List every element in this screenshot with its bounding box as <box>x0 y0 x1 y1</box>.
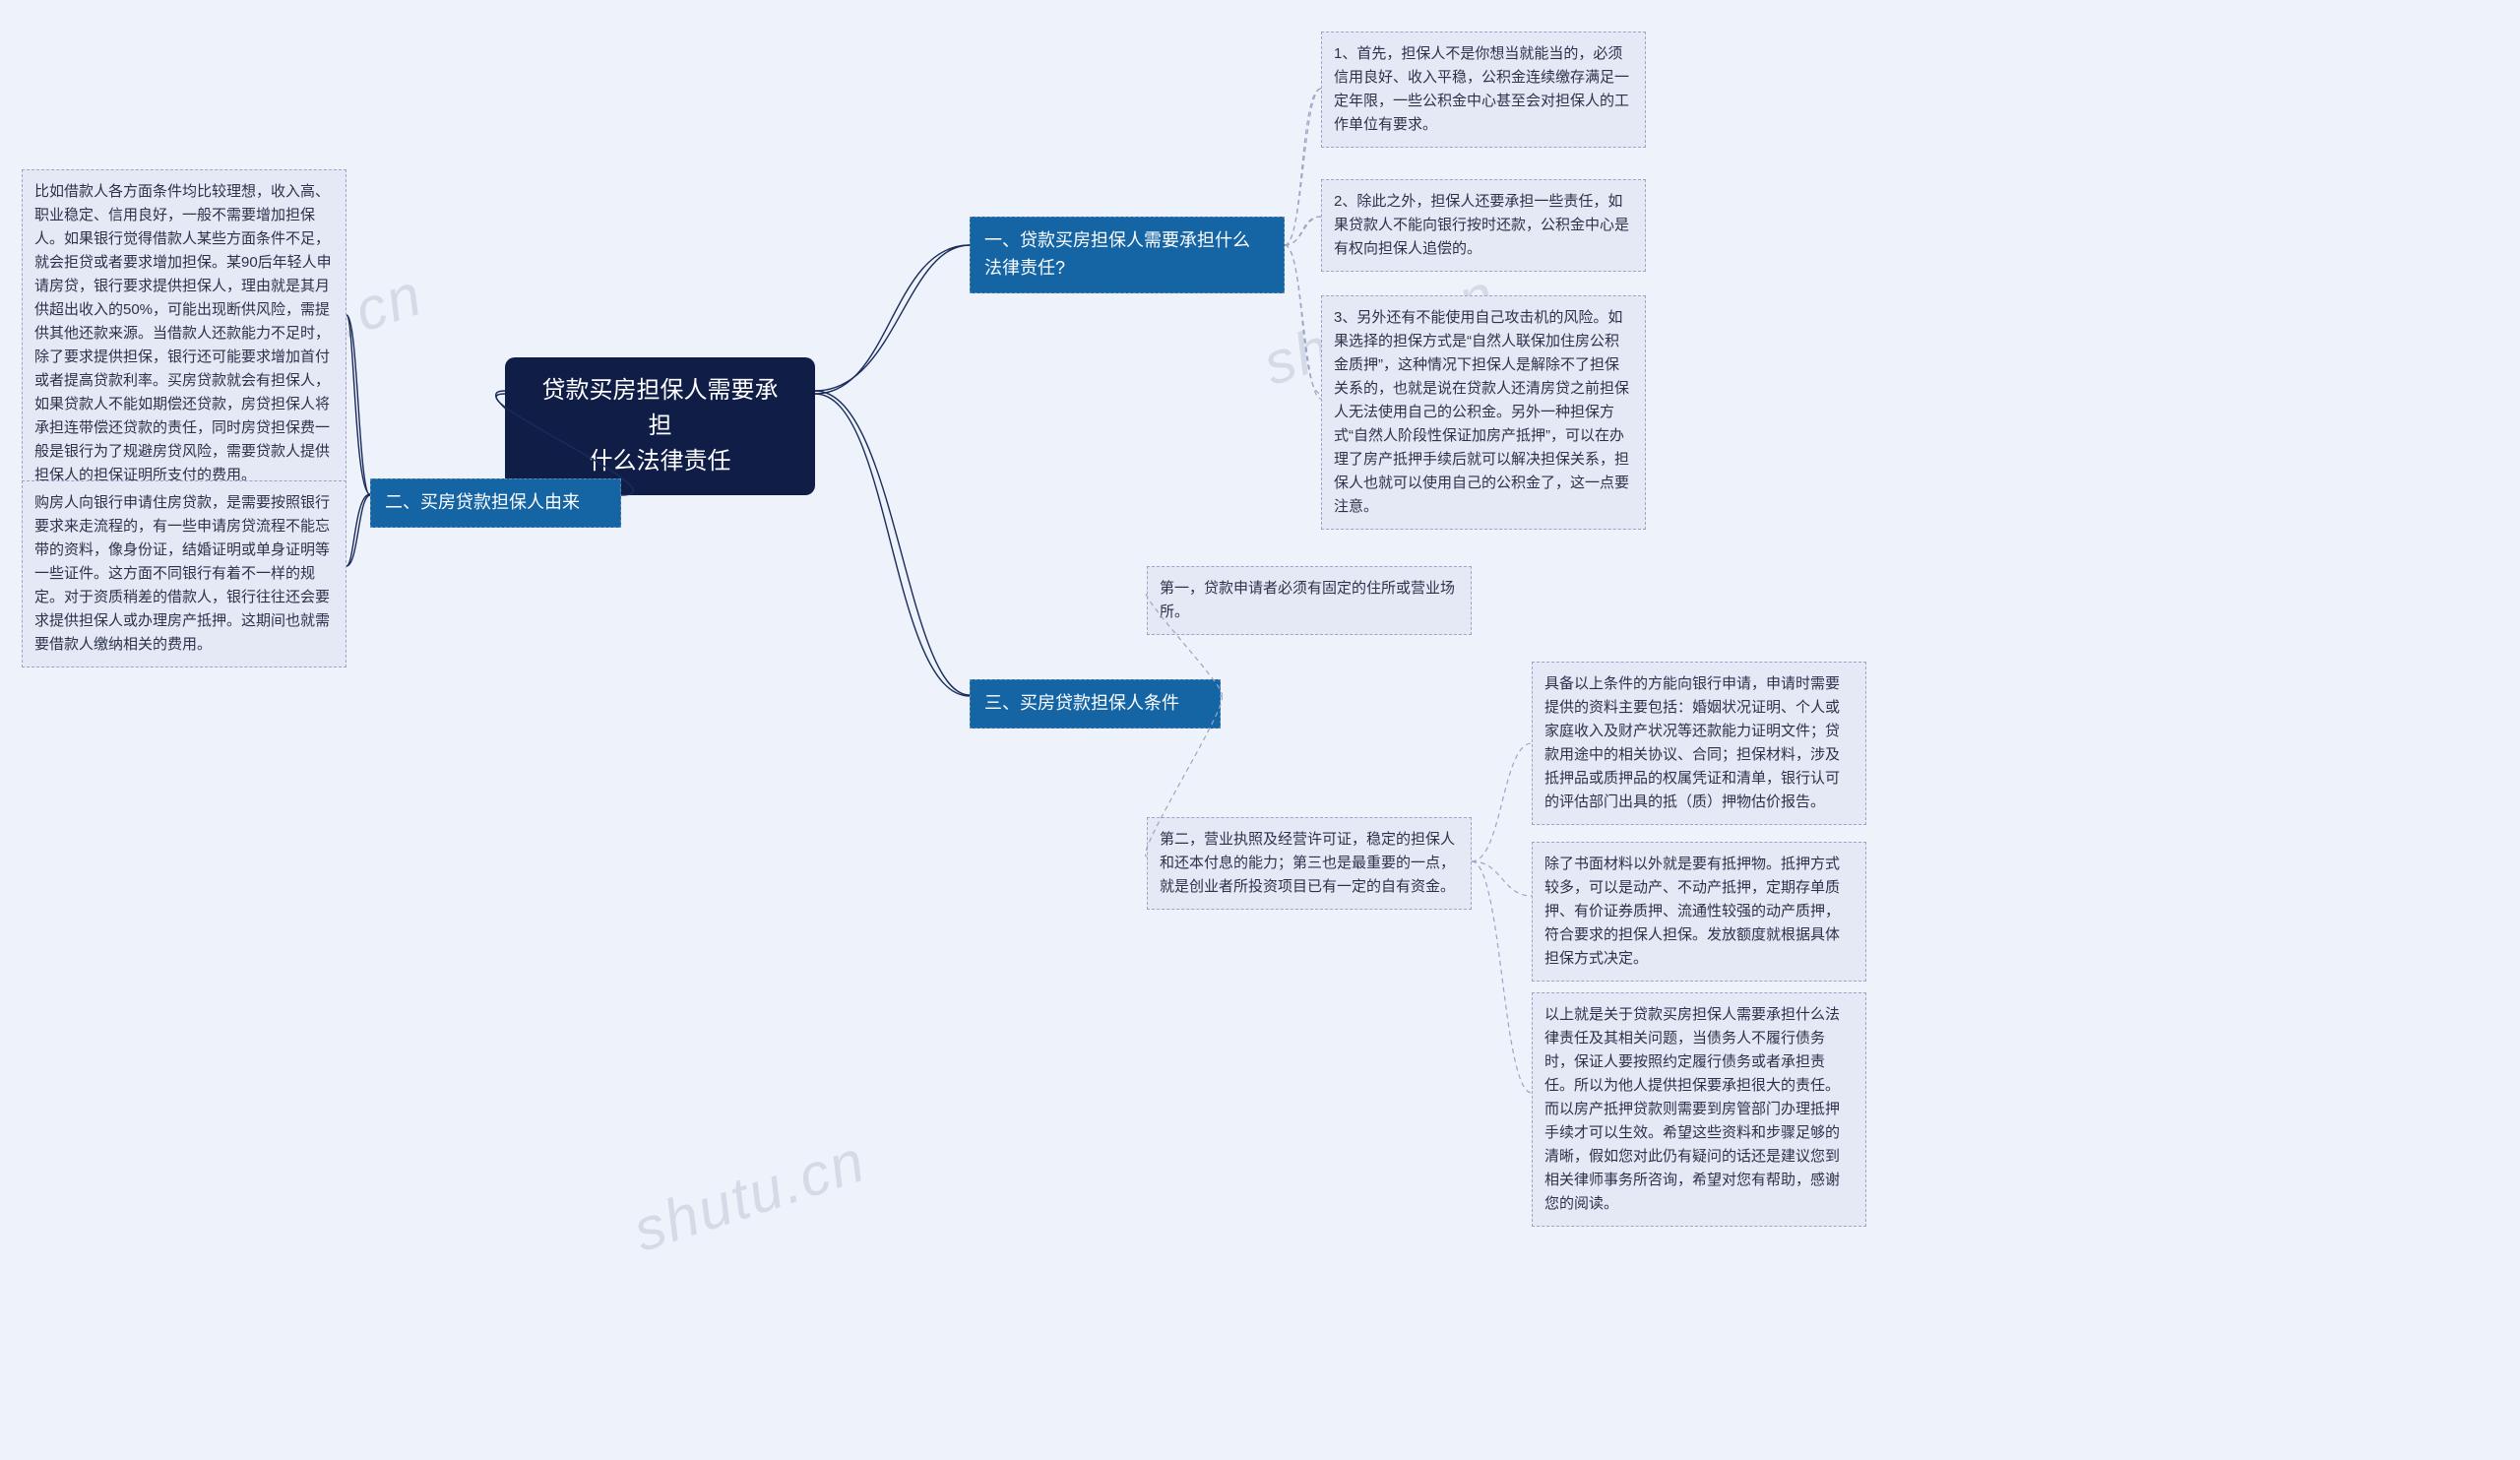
branch-1-line2: 法律责任? <box>984 255 1270 283</box>
watermark: shutu.cn <box>625 1126 873 1265</box>
leaf-3b: 第二，营业执照及经营许可证，稳定的担保人和还本付息的能力；第三也是最重要的一点，… <box>1147 817 1472 910</box>
leaf-3a: 第一，贷款申请者必须有固定的住所或营业场所。 <box>1147 566 1472 635</box>
branch-1: 一、贷款买房担保人需要承担什么 法律责任? <box>970 217 1285 293</box>
branch-2: 二、买房贷款担保人由来 <box>370 478 621 528</box>
branch-1-line1: 一、贷款买房担保人需要承担什么 <box>984 227 1270 255</box>
center-line1: 贷款买房担保人需要承担 <box>533 373 788 444</box>
leaf-2a: 比如借款人各方面条件均比较理想，收入高、职业稳定、信用良好，一般不需要增加担保人… <box>22 169 346 498</box>
center-node: 贷款买房担保人需要承担 什么法律责任 <box>505 357 815 495</box>
leaf-1a: 1、首先，担保人不是你想当就能当的，必须信用良好、收入平稳，公积金连续缴存满足一… <box>1321 32 1646 148</box>
leaf-2b: 购房人向银行申请住房贷款，是需要按照银行要求来走流程的，有一些申请房贷流程不能忘… <box>22 480 346 667</box>
leaf-3b-a: 具备以上条件的方能向银行申请，申请时需要提供的资料主要包括：婚姻状况证明、个人或… <box>1532 662 1866 825</box>
leaf-3b-b: 除了书面材料以外就是要有抵押物。抵押方式较多，可以是动产、不动产抵押，定期存单质… <box>1532 842 1866 982</box>
branch-3: 三、买房贷款担保人条件 <box>970 679 1221 729</box>
leaf-1b: 2、除此之外，担保人还要承担一些责任，如果贷款人不能向银行按时还款，公积金中心是… <box>1321 179 1646 272</box>
leaf-1c: 3、另外还有不能使用自己攻击机的风险。如果选择的担保方式是“自然人联保加住房公积… <box>1321 295 1646 530</box>
center-line2: 什么法律责任 <box>533 444 788 479</box>
leaf-3b-c: 以上就是关于贷款买房担保人需要承担什么法律责任及其相关问题，当债务人不履行债务时… <box>1532 992 1866 1227</box>
